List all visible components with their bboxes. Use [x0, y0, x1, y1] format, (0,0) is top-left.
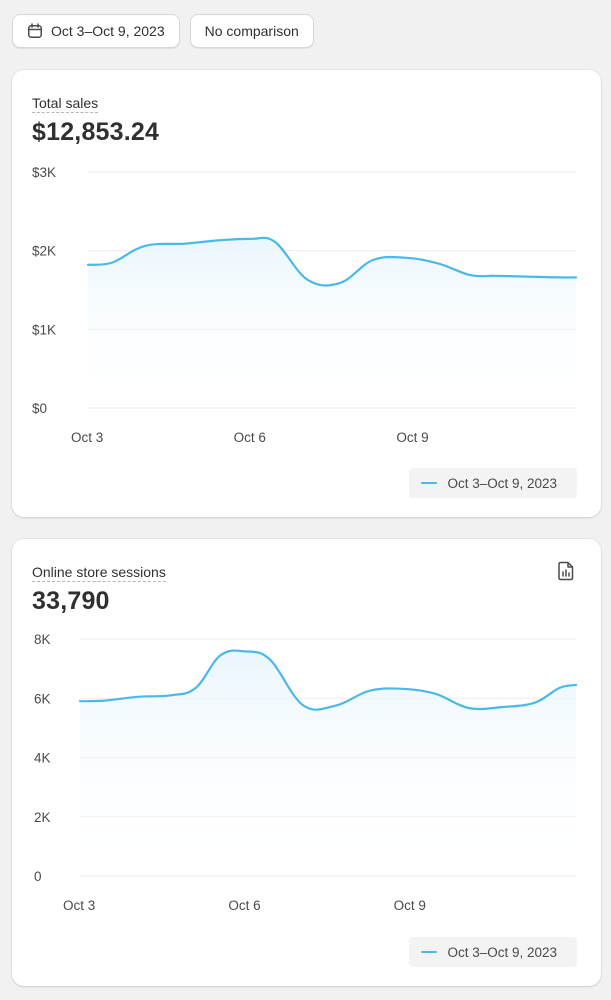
sales-series-area [88, 237, 576, 408]
sessions-data-point[interactable] [100, 696, 110, 706]
sales-y-tick-label: $3K [32, 165, 56, 180]
comparison-button[interactable]: No comparison [189, 14, 314, 48]
sales-y-tick-label: $1K [32, 322, 56, 337]
sales-data-point[interactable] [246, 234, 256, 244]
date-range-button[interactable]: Oct 3–Oct 9, 2023 [12, 14, 180, 48]
sales-data-point[interactable] [433, 258, 443, 268]
sales-data-point[interactable] [400, 253, 410, 263]
sessions-y-tick-label: 0 [34, 869, 42, 884]
calendar-icon [27, 23, 43, 39]
total-sales-value: $12,853.24 [32, 118, 160, 146]
sessions-data-point[interactable] [497, 702, 507, 712]
sales-data-point[interactable] [335, 278, 345, 288]
sales-data-point[interactable] [83, 260, 93, 270]
sessions-y-tick-label: 6K [34, 691, 51, 706]
sessions-data-point[interactable] [166, 690, 176, 700]
sessions-data-point[interactable] [364, 686, 374, 696]
sales-data-point[interactable] [465, 270, 475, 280]
sessions-series-area [80, 650, 576, 876]
sessions-chart: 0 2K 4K 6K 8K Oct 3 Oct 6 Oct 9 [34, 632, 581, 913]
total-sales-legend[interactable]: Oct 3–Oct 9, 2023 [409, 468, 577, 498]
comparison-label: No comparison [204, 23, 299, 39]
legend-label: Oct 3–Oct 9, 2023 [447, 475, 557, 491]
sessions-data-point[interactable] [240, 646, 250, 656]
sales-x-tick-label: Oct 3 [71, 430, 103, 445]
sessions-data-point[interactable] [397, 684, 407, 694]
sessions-data-point[interactable] [571, 680, 581, 690]
sales-data-point[interactable] [140, 241, 150, 251]
sales-x-tick-label: Oct 6 [234, 430, 266, 445]
total-sales-chart: $0 $1K $2K $3K Oct 3 Oct 6 Oct 9 [32, 165, 581, 445]
sales-data-point[interactable] [555, 272, 565, 282]
sales-data-point[interactable] [107, 257, 117, 267]
sessions-y-tick-label: 8K [34, 632, 51, 647]
sessions-data-point[interactable] [530, 698, 540, 708]
sales-data-point[interactable] [303, 275, 313, 285]
sessions-data-point[interactable] [298, 700, 308, 710]
sales-data-point[interactable] [368, 255, 378, 265]
toolbar: Oct 3–Oct 9, 2023 No comparison [12, 14, 314, 48]
sessions-y-tick-label: 2K [34, 810, 51, 825]
sessions-data-point[interactable] [191, 683, 201, 693]
sales-data-point[interactable] [213, 235, 223, 245]
sessions-data-point[interactable] [133, 692, 143, 702]
sessions-title[interactable]: Online store sessions [32, 564, 166, 582]
online-store-sessions-card: Online store sessions 33,790 0 2K 4K 6K 8K Oc… [12, 539, 601, 986]
sessions-y-tick-label: 4K [34, 751, 51, 766]
sales-data-point[interactable] [522, 272, 532, 282]
sales-data-point[interactable] [181, 239, 191, 249]
sessions-data-point[interactable] [464, 703, 474, 713]
sessions-x-tick-label: Oct 9 [394, 898, 426, 913]
sales-y-tick-label: $2K [32, 244, 56, 259]
sessions-data-point[interactable] [331, 700, 341, 710]
sessions-data-point[interactable] [430, 689, 440, 699]
sessions-data-point[interactable] [75, 696, 85, 706]
sales-data-point[interactable] [490, 271, 500, 281]
sessions-x-tick-label: Oct 6 [228, 898, 260, 913]
sales-x-tick-label: Oct 9 [396, 430, 428, 445]
sales-series-line[interactable] [86, 236, 578, 287]
date-range-label: Oct 3–Oct 9, 2023 [51, 23, 165, 39]
sales-data-point[interactable] [571, 272, 581, 282]
sessions-data-point[interactable] [554, 683, 564, 693]
sessions-data-point[interactable] [265, 655, 275, 665]
sessions-data-point[interactable] [216, 650, 226, 660]
total-sales-title[interactable]: Total sales [32, 95, 99, 113]
report-icon[interactable] [557, 561, 575, 586]
sessions-x-tick-label: Oct 3 [63, 898, 95, 913]
legend-swatch [421, 951, 438, 953]
sessions-legend[interactable]: Oct 3–Oct 9, 2023 [409, 937, 577, 967]
legend-swatch [421, 482, 438, 484]
sessions-series-line[interactable] [78, 649, 578, 711]
total-sales-card: Total sales $12,853.24 $0 $1K $2K $3K Oct 3 O… [12, 70, 601, 517]
sessions-value: 33,790 [32, 587, 110, 615]
legend-label: Oct 3–Oct 9, 2023 [447, 944, 557, 960]
sales-y-tick-label: $0 [32, 401, 47, 416]
sales-data-point[interactable] [270, 237, 280, 247]
